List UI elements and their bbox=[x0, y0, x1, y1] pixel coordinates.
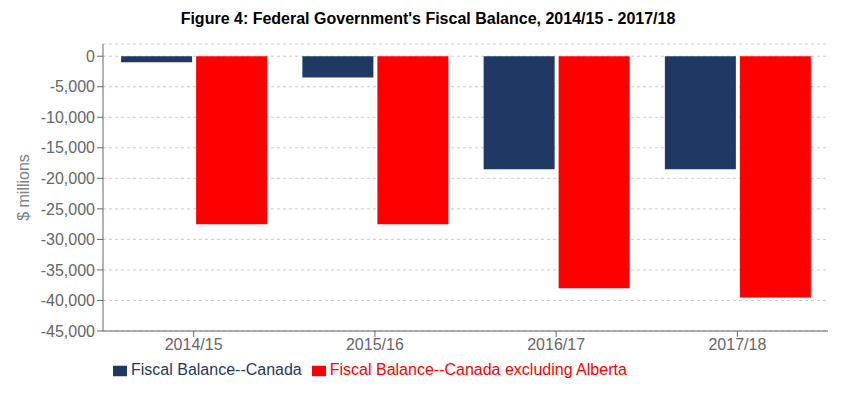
svg-text:0: 0 bbox=[86, 48, 95, 65]
svg-text:-15,000: -15,000 bbox=[41, 139, 95, 156]
svg-text:-45,000: -45,000 bbox=[41, 323, 95, 340]
svg-text:-5,000: -5,000 bbox=[50, 78, 95, 95]
svg-text:-10,000: -10,000 bbox=[41, 109, 95, 126]
html-text:Fiscal Balance--Canada: Fiscal Balance--Canada bbox=[131, 361, 302, 378]
svg-text:-35,000: -35,000 bbox=[41, 262, 95, 279]
svg-text:-30,000: -30,000 bbox=[41, 231, 95, 248]
svg-text:2017/18: 2017/18 bbox=[708, 336, 766, 353]
svg-text:-20,000: -20,000 bbox=[41, 170, 95, 187]
svg-text:2016/17: 2016/17 bbox=[527, 336, 585, 353]
svg-text:-40,000: -40,000 bbox=[41, 292, 95, 309]
svg-text:$ millions: $ millions bbox=[15, 154, 32, 221]
svg-text:2015/16: 2015/16 bbox=[346, 336, 404, 353]
svg-text:-25,000: -25,000 bbox=[41, 201, 95, 218]
html-text:Figure 4: Federal Government's: Figure 4: Federal Government's Fiscal Ba… bbox=[180, 10, 676, 27]
html-text:Fiscal Balance--Canada excludi: Fiscal Balance--Canada excluding Alberta bbox=[329, 361, 627, 378]
svg-text:2014/15: 2014/15 bbox=[165, 336, 223, 353]
